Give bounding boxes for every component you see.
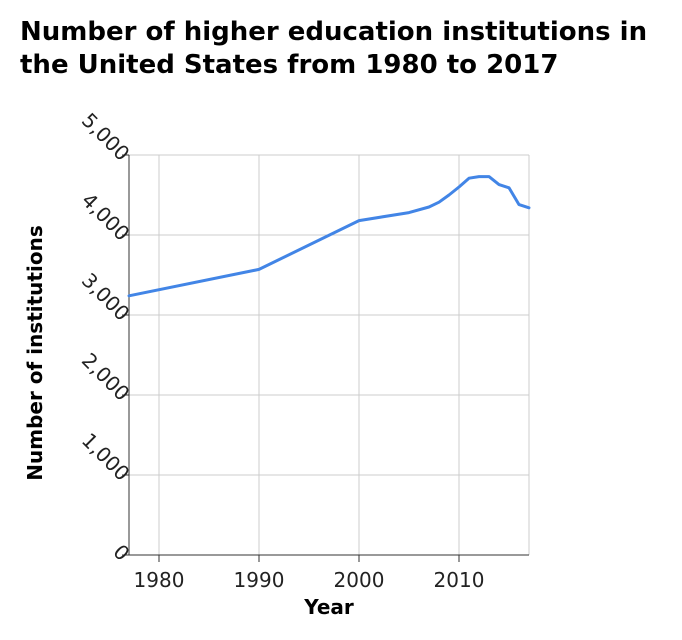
- y-axis-label: Number of institutions: [23, 225, 47, 480]
- x-tick-label: 1990: [234, 568, 285, 592]
- x-axis-label: Year: [303, 595, 354, 619]
- y-tick-label: 0: [108, 540, 134, 566]
- y-tick-label: 4,000: [77, 188, 134, 245]
- x-tick-label: 1980: [134, 568, 185, 592]
- tick-labels: 0 1,000 2,000 3,000 4,000 5,000 1980 1990 2000 20…: [77, 108, 484, 592]
- axes: [122, 154, 529, 562]
- y-tick-label: 3,000: [77, 268, 134, 325]
- y-tick-label: 1,000: [77, 428, 134, 485]
- y-tick-label: 5,000: [77, 108, 134, 165]
- x-tick-label: 2010: [434, 568, 485, 592]
- x-tick-label: 2000: [334, 568, 385, 592]
- grid: [129, 154, 530, 556]
- y-tick-label: 2,000: [77, 348, 134, 405]
- series: [127, 175, 531, 298]
- series-line: [127, 175, 531, 298]
- chart-title: Number of higher education institutions …: [20, 17, 648, 80]
